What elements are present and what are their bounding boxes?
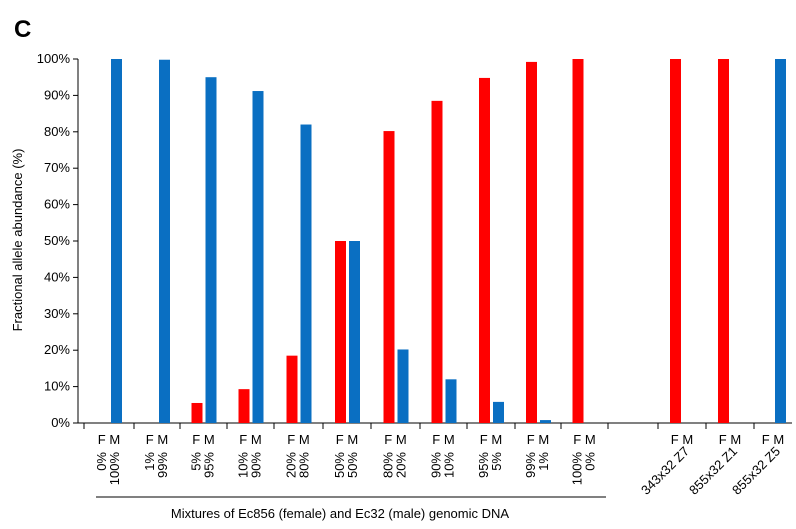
y-tick-label: 0% <box>51 415 70 430</box>
bar-female <box>286 355 298 423</box>
male-percent-label: 0% <box>583 452 598 471</box>
y-tick-label: 30% <box>44 306 70 321</box>
male-percent-label: 80% <box>297 452 312 478</box>
male-percent-label: 95% <box>202 452 217 478</box>
female-percent-label: 1% <box>142 452 157 471</box>
bar-male <box>397 349 409 423</box>
bar-female <box>335 241 346 423</box>
y-tick-label: 80% <box>44 124 70 139</box>
fm-label: F M <box>287 432 309 447</box>
y-tick-label: 70% <box>44 160 70 175</box>
bar-female <box>572 59 584 423</box>
bar-male <box>205 77 217 423</box>
male-percent-label: 100% <box>107 452 122 486</box>
y-tick-label: 10% <box>44 379 70 394</box>
y-tick-label: 60% <box>44 197 70 212</box>
fm-label: F M <box>192 432 214 447</box>
bar-female <box>718 59 729 423</box>
fm-label: F M <box>480 432 502 447</box>
panel-letter: C <box>14 16 31 43</box>
bar-female <box>479 77 490 423</box>
fm-label: F M <box>239 432 261 447</box>
bar-male <box>111 59 122 423</box>
male-percent-label: 50% <box>345 452 360 478</box>
male-percent-label: 10% <box>442 452 457 478</box>
bar-female <box>191 402 203 423</box>
y-tick-label: 40% <box>44 269 70 284</box>
y-tick-label: 50% <box>44 233 70 248</box>
fm-label: F M <box>146 432 168 447</box>
bar-male <box>349 241 360 423</box>
bar-female <box>526 61 537 424</box>
group-caption: Mixtures of Ec856 (female) and Ec32 (mal… <box>171 506 509 521</box>
bars <box>111 59 786 424</box>
fm-label: F M <box>719 432 741 447</box>
female-percent-label: 20% <box>284 452 299 478</box>
fm-label: F M <box>98 432 120 447</box>
bar-male <box>445 379 457 423</box>
bar-male <box>159 59 170 424</box>
bar-male <box>540 420 551 423</box>
y-tick-label: 90% <box>44 87 70 102</box>
bar-male <box>775 59 786 423</box>
female-percent-label: 5% <box>189 452 204 471</box>
fm-label: F M <box>336 432 358 447</box>
bar-female <box>383 131 395 423</box>
bar-male <box>493 401 504 423</box>
female-percent-label: 80% <box>381 452 396 478</box>
fm-label: F M <box>384 432 406 447</box>
female-percent-label: 50% <box>332 452 347 478</box>
fm-label: F M <box>671 432 693 447</box>
female-percent-label: 90% <box>429 452 444 478</box>
male-percent-label: 90% <box>249 452 264 478</box>
female-percent-label: 0% <box>94 452 109 471</box>
y-tick-label: 20% <box>44 342 70 357</box>
fm-label: F M <box>573 432 595 447</box>
bar-female <box>431 100 443 424</box>
fm-label: F M <box>762 432 784 447</box>
female-percent-label: 100% <box>570 452 585 486</box>
female-percent-label: 99% <box>523 452 538 478</box>
female-percent-label: 10% <box>236 452 251 478</box>
fm-label: F M <box>527 432 549 447</box>
bar-female <box>238 389 250 423</box>
male-percent-label: 5% <box>489 452 504 471</box>
y-tick-label: 100% <box>37 51 71 66</box>
x-axis-labels: F M0%100%F M1%99%F M5%95%F M10%90%F M20%… <box>94 432 784 498</box>
y-axis-title: Fractional allele abundance (%) <box>10 149 25 332</box>
male-percent-label: 99% <box>155 452 170 478</box>
bar-male <box>252 91 264 424</box>
male-percent-label: 1% <box>536 452 551 471</box>
fm-label: F M <box>432 432 454 447</box>
bar-male <box>300 124 312 424</box>
male-percent-label: 20% <box>394 452 409 478</box>
sample-label: 343x32 Z7 <box>638 444 692 498</box>
female-percent-label: 95% <box>476 452 491 478</box>
bar-female <box>670 59 681 423</box>
